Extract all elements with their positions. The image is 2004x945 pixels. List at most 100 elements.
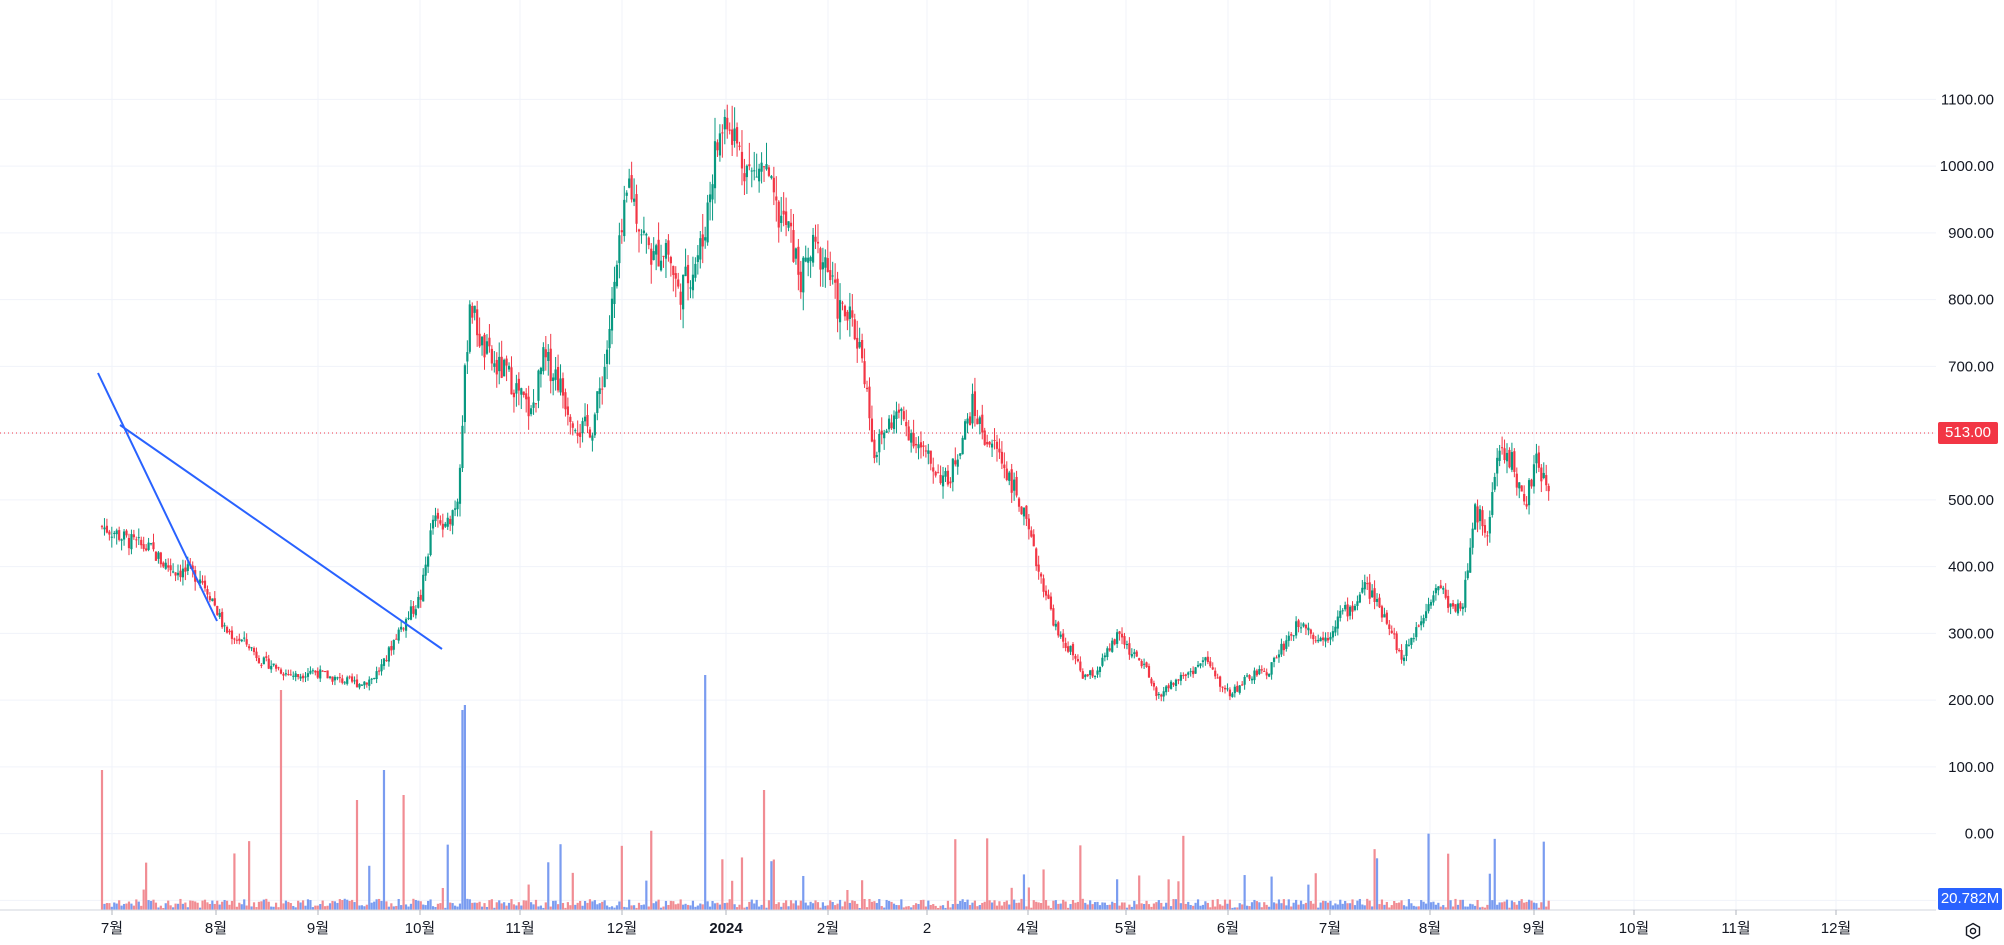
volume-bar xyxy=(581,905,584,910)
volume-bar xyxy=(890,901,893,910)
candle-body xyxy=(441,523,444,530)
volume-bar xyxy=(306,899,310,910)
candle-body xyxy=(1147,666,1151,678)
candle-body xyxy=(218,612,221,617)
candle-body xyxy=(1503,448,1506,461)
candle-body xyxy=(1015,476,1018,496)
candle-body xyxy=(1515,473,1518,488)
volume-bar xyxy=(186,907,189,910)
candle-body xyxy=(478,333,481,347)
volume-bar xyxy=(583,900,587,910)
volume-bar xyxy=(449,902,452,910)
volume-bar xyxy=(321,900,324,910)
candle-body xyxy=(1143,663,1146,665)
candle-body xyxy=(1128,643,1131,655)
volume-bar xyxy=(995,905,999,910)
candle-body xyxy=(1214,670,1217,677)
candle-body xyxy=(983,430,986,445)
candle-body xyxy=(1429,602,1433,606)
candle-body xyxy=(1285,640,1288,649)
volume-bar xyxy=(196,902,199,910)
candle-body xyxy=(1439,585,1442,589)
volume-bar xyxy=(919,900,923,910)
candle-body xyxy=(902,411,905,420)
volume-bar xyxy=(512,904,516,910)
candle-body xyxy=(1177,679,1180,681)
volume-bar xyxy=(1537,907,1540,910)
candle-body xyxy=(1530,479,1533,487)
volume-bar xyxy=(105,903,109,910)
candle-body xyxy=(1020,506,1023,515)
volume-bar xyxy=(1275,903,1278,910)
price-axis[interactable]: 1100.001000.00900.00800.00700.00600.0050… xyxy=(1939,91,1994,909)
trendline-long[interactable] xyxy=(119,424,443,650)
volume-bar xyxy=(1047,905,1050,910)
volume-bar xyxy=(145,862,148,910)
candle-body xyxy=(1241,684,1244,686)
candle-body xyxy=(122,531,126,540)
candle-body xyxy=(380,664,383,672)
volume-bar xyxy=(203,899,207,910)
candle-body xyxy=(934,471,937,476)
candle-body xyxy=(419,594,422,600)
volume-bar xyxy=(211,900,214,910)
volume-bar xyxy=(829,900,832,910)
volume-bar xyxy=(691,900,695,910)
trendline-steep[interactable] xyxy=(97,372,218,622)
volume-bar xyxy=(1231,907,1234,910)
candle-body xyxy=(770,176,773,179)
candle-body xyxy=(174,572,177,576)
volume-bar xyxy=(282,903,285,910)
candle-body xyxy=(1412,638,1415,640)
settings-icon[interactable] xyxy=(1960,918,1986,944)
volume-bar xyxy=(750,899,753,910)
volume-bar xyxy=(507,902,511,910)
candle-body xyxy=(762,166,766,168)
candle-body xyxy=(135,539,138,541)
volume-bar xyxy=(1179,903,1182,910)
candle-body xyxy=(556,366,560,391)
volume-bar xyxy=(493,907,496,910)
volume-bar xyxy=(1410,903,1413,910)
volume-bar xyxy=(172,907,175,910)
volume-bar xyxy=(517,902,520,910)
candle-body xyxy=(1098,667,1102,673)
volume-bar xyxy=(964,902,967,910)
candle-body xyxy=(341,678,344,683)
trendlines[interactable] xyxy=(97,372,443,650)
candle-body xyxy=(1466,570,1469,579)
candle-body xyxy=(914,443,918,446)
volume-bar xyxy=(1214,906,1217,910)
volume-bar xyxy=(1478,907,1482,910)
volume-bar xyxy=(1336,904,1339,910)
volume-bar xyxy=(1194,902,1197,910)
candle-body xyxy=(375,671,378,680)
volume-bar xyxy=(488,900,491,910)
volume-bar xyxy=(179,898,182,910)
candle-body xyxy=(299,676,302,679)
candle-body xyxy=(167,565,170,568)
volume-bar xyxy=(292,905,295,910)
volume-bar xyxy=(233,853,236,910)
volume-bar xyxy=(147,900,150,910)
volume-bar xyxy=(1062,899,1065,910)
volume-bar xyxy=(1223,899,1227,910)
time-axis[interactable]: 7월 8월 9월 10월 11월 12월 2024 2월 2 4월 5월 6월 7월 8월 9월 10월 11월… xyxy=(101,910,1851,937)
candle-body xyxy=(488,337,491,347)
volume-bar xyxy=(537,906,540,910)
candle-body xyxy=(355,679,359,688)
candle-body xyxy=(892,415,896,430)
volume-bar xyxy=(897,905,900,910)
volume-bar xyxy=(912,905,915,910)
volume-bar xyxy=(343,898,346,910)
candle-body xyxy=(1280,643,1283,655)
candle-body xyxy=(1174,679,1178,686)
candle-body xyxy=(1093,676,1097,678)
candle-body xyxy=(159,552,162,565)
candle-body xyxy=(1375,598,1379,602)
volume-bar xyxy=(1074,902,1077,910)
volume-bar xyxy=(174,903,177,910)
volume-bar xyxy=(885,899,888,910)
volume-bar xyxy=(108,903,111,910)
